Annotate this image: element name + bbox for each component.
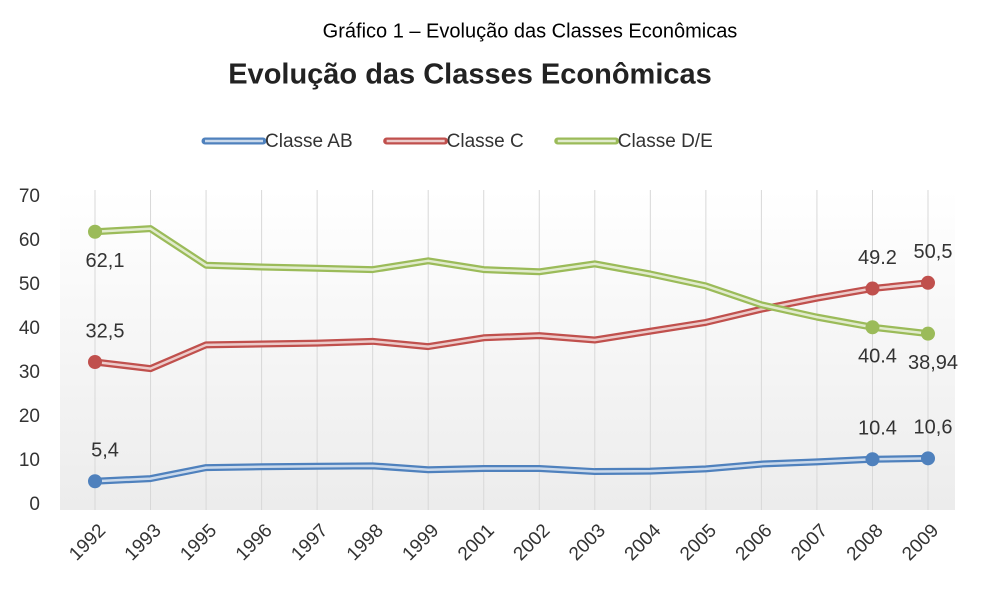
data-point xyxy=(88,474,102,489)
plot-background xyxy=(60,190,955,510)
series-line-highlight xyxy=(94,457,929,483)
y-tick-label: 20 xyxy=(19,406,40,427)
x-tick-label: 2008 xyxy=(843,520,888,565)
data-point xyxy=(921,326,935,341)
series-line-highlight xyxy=(94,227,929,335)
data-label: 10.4 xyxy=(858,418,897,440)
x-tick-label: 1999 xyxy=(399,520,444,565)
x-tick-label: 2003 xyxy=(565,520,610,565)
x-tick-label: 2007 xyxy=(787,520,832,565)
y-tick-label: 0 xyxy=(29,494,40,515)
legend-label: Classe AB xyxy=(265,131,353,152)
x-tick-label: 1996 xyxy=(232,520,277,565)
x-tick-label: 2009 xyxy=(898,520,943,565)
y-tick-label: 10 xyxy=(19,450,40,471)
data-point xyxy=(88,355,102,369)
data-label: 50,5 xyxy=(914,241,953,263)
x-tick-label: 1998 xyxy=(343,520,388,565)
data-point xyxy=(88,224,102,239)
x-tick-label: 2004 xyxy=(621,520,666,565)
data-point xyxy=(921,275,935,290)
x-tick-label: 2005 xyxy=(676,520,721,565)
chart-title: Evolução das Classes Econômicas xyxy=(228,59,712,91)
legend-label: Classe C xyxy=(447,131,524,152)
x-tick-label: 1992 xyxy=(65,520,110,565)
data-label: 62,1 xyxy=(86,250,125,272)
data-label: 49.2 xyxy=(858,247,897,269)
y-tick-label: 40 xyxy=(19,318,40,339)
x-tick-label: 1993 xyxy=(121,520,166,565)
data-point xyxy=(865,281,880,296)
series-line-highlight xyxy=(94,281,929,370)
data-point xyxy=(865,320,880,335)
y-tick-label: 30 xyxy=(19,362,40,383)
y-tick-label: 60 xyxy=(19,230,40,251)
x-tick-label: 2001 xyxy=(454,520,499,565)
y-tick-label: 50 xyxy=(19,274,40,295)
x-tick-label: 1995 xyxy=(176,520,221,565)
data-label: 5,4 xyxy=(91,440,119,462)
data-point xyxy=(921,451,935,466)
data-label: 38,94 xyxy=(908,352,958,374)
x-tick-label: 2006 xyxy=(732,520,777,565)
x-tick-label: 1997 xyxy=(287,520,332,565)
legend-label: Classe D/E xyxy=(618,131,713,152)
data-point xyxy=(865,452,880,467)
x-tick-label: 2002 xyxy=(510,520,555,565)
data-label: 40.4 xyxy=(858,346,897,368)
caption: Gráfico 1 – Evolução das Classes Econômi… xyxy=(323,20,738,42)
data-label: 32,5 xyxy=(86,320,125,342)
data-label: 10,6 xyxy=(914,417,953,439)
y-tick-label: 70 xyxy=(19,186,40,207)
